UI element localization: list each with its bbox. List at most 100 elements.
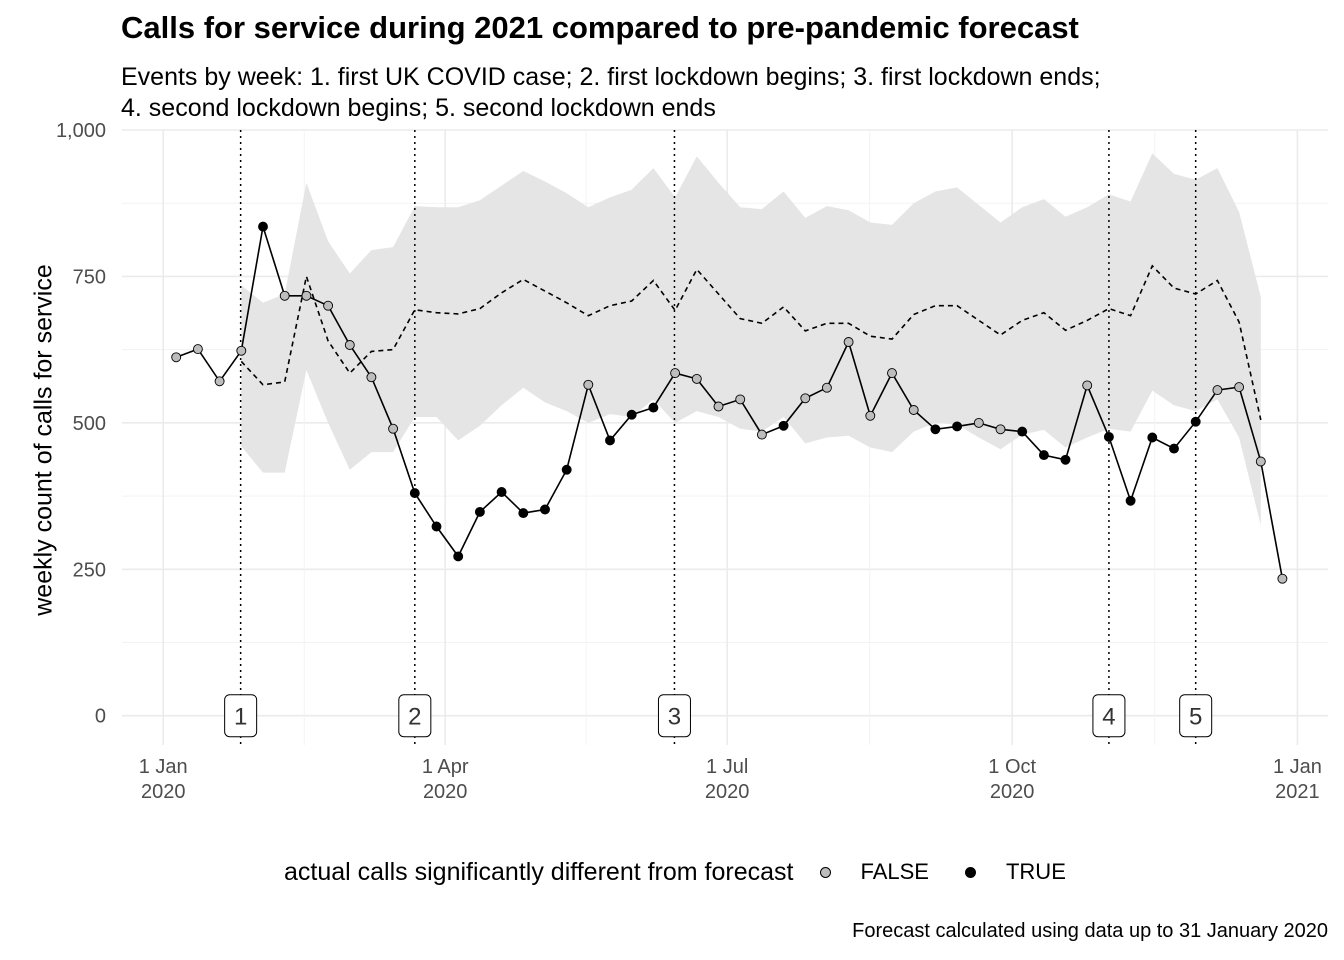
data-point-not-significant [1234,382,1245,393]
event-label-box-4 [1092,694,1126,738]
data-point-not-significant [843,337,854,347]
data-point-not-significant [756,429,767,440]
data-point-not-significant [1082,380,1093,391]
event-label-5: 5 [1189,704,1202,731]
data-point-significant [1060,454,1071,465]
data-point-significant [518,508,529,519]
x-tick-label-year: 2021 [1275,781,1320,803]
x-tick-label: 1 Apr [422,756,469,778]
y-tick-label: 750 [73,266,106,288]
data-point-not-significant [279,290,290,301]
data-point-significant [453,551,464,562]
data-point-not-significant [214,376,225,387]
x-tick-label: 1 Oct [988,756,1036,778]
y-tick-label: 250 [73,559,106,581]
data-point-significant [431,521,442,532]
event-label-1: 1 [234,704,247,731]
data-point-not-significant [821,382,832,393]
x-tick-label-year: 2020 [990,781,1035,803]
data-point-not-significant [323,300,334,311]
data-point-significant [258,221,268,232]
data-point-not-significant [670,368,681,379]
data-point-significant [1103,431,1114,442]
data-point-significant [605,435,615,446]
data-point-not-significant [583,379,594,390]
data-point-significant [561,464,572,475]
data-point-significant [474,506,485,517]
x-tick-label-year: 2020 [141,781,186,803]
data-point-not-significant [973,417,984,428]
data-point-significant [626,409,637,420]
data-point-not-significant [691,373,702,384]
data-point-not-significant [908,405,919,415]
data-point-not-significant [887,368,897,379]
data-point-significant [1169,443,1179,454]
data-point-not-significant [236,345,247,356]
legend: actual calls significantly different fro… [284,855,1102,889]
y-tick-label: 500 [73,413,106,435]
x-tick-label: 1 Jan [139,756,188,778]
data-point-not-significant [800,393,811,404]
data-point-significant [409,488,420,499]
actual-layer [175,226,1284,579]
y-axis-label: weekly count of calls for service [29,264,58,616]
y-axis-ticks: 0 250 500 750 1,000 [56,120,106,728]
event-label-3: 3 [668,704,681,731]
forecast-interval-layer [241,153,1261,526]
data-point-significant [1147,432,1158,443]
data-point-significant [496,487,507,497]
y-tick-label: 0 [95,706,106,728]
data-point-not-significant [713,401,724,412]
event-label-2: 2 [408,704,421,731]
forecast-layer [240,264,1262,421]
x-tick-label: 1 Jan [1273,756,1322,778]
event-label-box-3 [657,694,691,738]
forecast-interval-ribbon [241,153,1261,526]
event-label-box-5 [1179,694,1213,738]
data-point-not-significant [1255,456,1266,467]
chart-subtitle: Events by week: 1. first UK COVID case; … [121,63,1101,122]
data-point-not-significant [301,290,312,301]
legend-label-false: FALSE [860,859,929,884]
data-point-significant [648,402,659,413]
chart-title: Calls for service during 2021 compared t… [121,10,1079,45]
x-tick-label-year: 2020 [423,781,468,803]
data-point-not-significant [865,410,876,421]
data-point-not-significant [366,372,377,383]
data-point-significant [930,424,941,435]
data-point-not-significant [344,340,355,350]
y-tick-label: 1,000 [56,120,106,142]
data-point-significant [778,420,789,431]
actual-points [171,221,1288,584]
data-point-significant [1038,450,1049,461]
data-point-not-significant [1277,573,1288,584]
data-point-not-significant [171,352,182,363]
legend-entry-true: TRUE [964,859,1066,885]
data-point-not-significant [995,424,1006,435]
legend-label-true: TRUE [1005,859,1066,884]
legend-marker-false [819,866,831,878]
data-point-not-significant [388,423,399,434]
data-point-significant [1190,416,1201,427]
event-label-box-2 [398,694,432,738]
forecast-line [240,264,1262,421]
legend-title: actual calls significantly different fro… [284,857,794,886]
event-labels: 1 2 3 4 5 [224,694,1213,738]
event-label-box-1 [224,694,258,738]
data-point-significant [1017,426,1028,437]
data-point-significant [540,504,550,515]
event-label-4: 4 [1102,704,1115,731]
legend-marker-true [964,866,976,878]
data-point-significant [952,421,963,432]
data-point-not-significant [192,344,203,355]
x-tick-label: 1 Jul [706,756,748,778]
chart-caption: Forecast calculated using data up to 31 … [852,920,1328,942]
data-point-not-significant [1212,385,1223,396]
legend-entry-false: FALSE [819,859,929,885]
x-tick-label-year: 2020 [705,781,750,803]
x-axis-ticks: 1 Jan 2020 1 Apr 2020 1 Jul 2020 1 Oct 2020 1 Ja… [139,756,1322,803]
actual-calls-line [175,226,1284,579]
data-point-not-significant [735,394,746,405]
data-point-significant [1125,495,1136,506]
